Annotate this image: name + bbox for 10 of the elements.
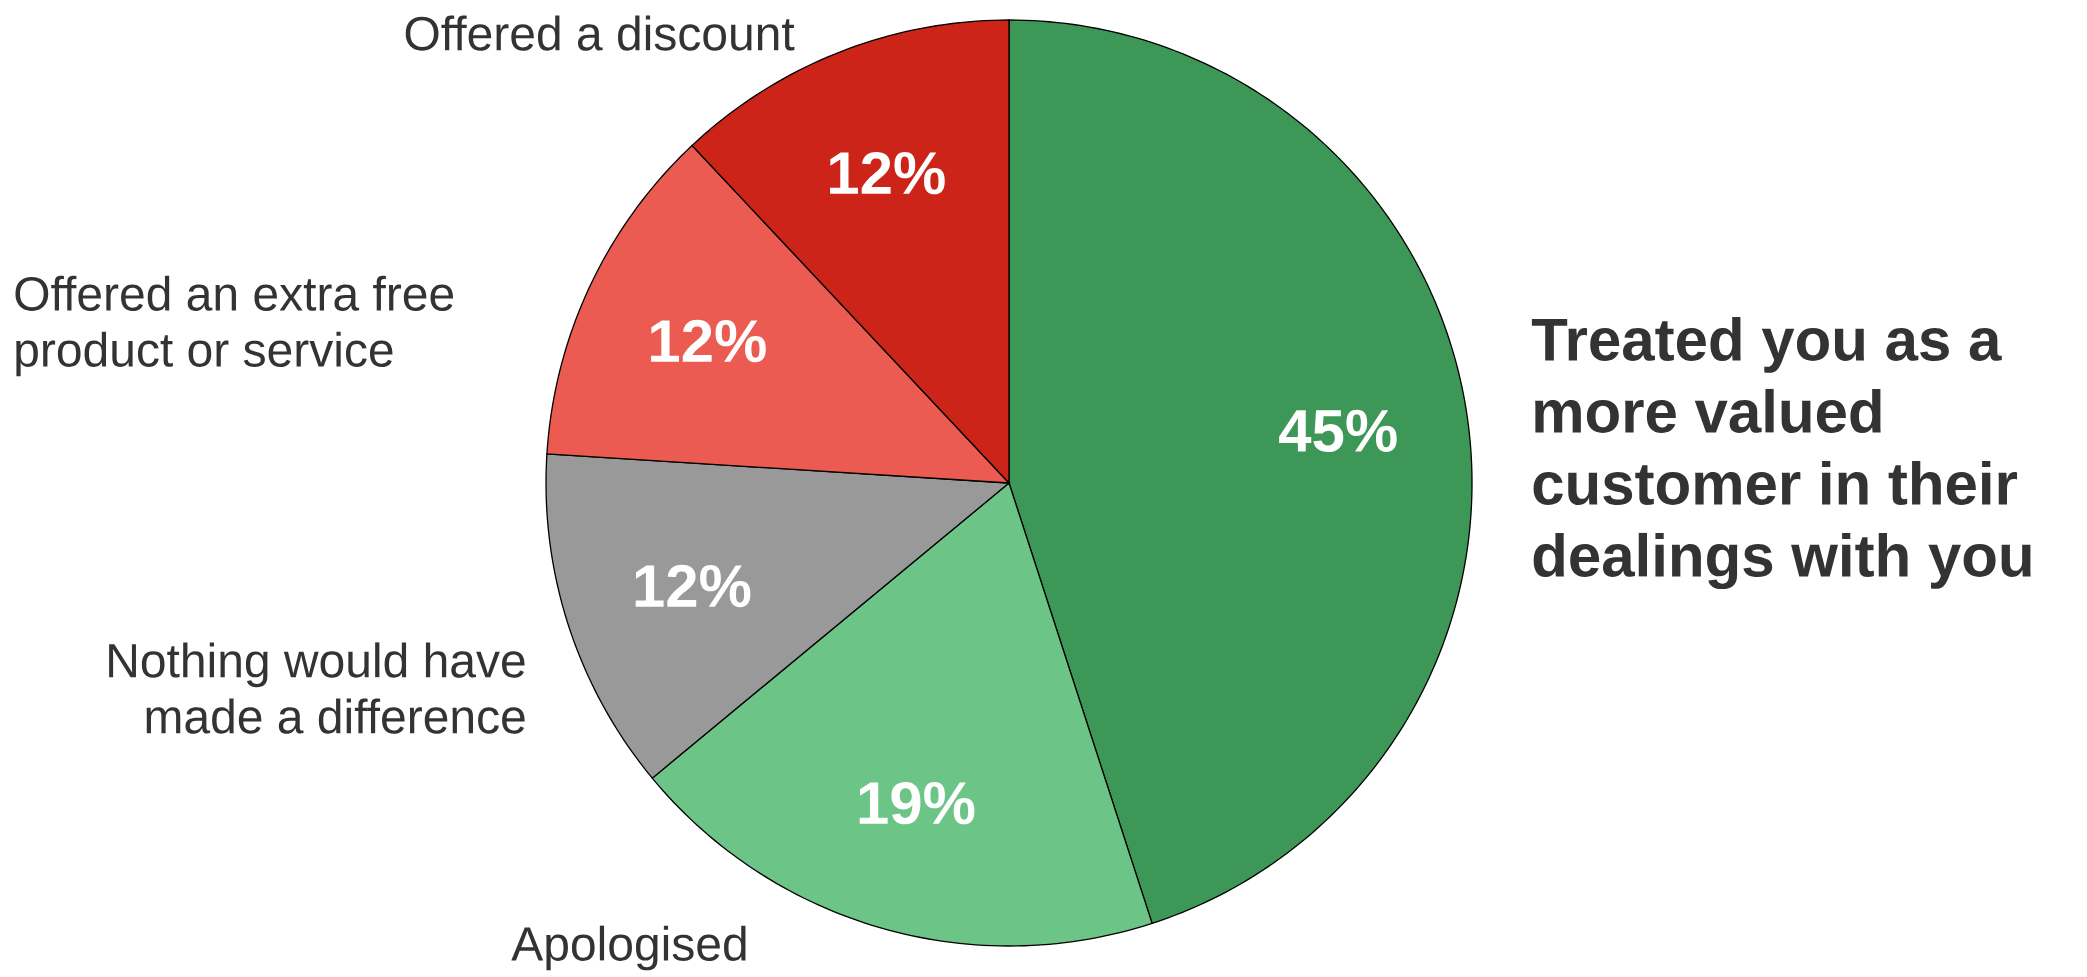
slice-label: Offered an extra free product or service bbox=[15, 275, 454, 377]
data-label: 45% bbox=[1279, 409, 1397, 453]
slice-label: Treated you as a more valued customer in their dealings with you bbox=[1531, 316, 2031, 590]
data-label: 12% bbox=[651, 319, 766, 363]
slice-label: Offered a discount bbox=[405, 15, 795, 51]
data-label: 12% bbox=[830, 151, 945, 195]
slice-label: Apologised bbox=[511, 925, 746, 971]
data-label: 19% bbox=[859, 781, 975, 825]
slice-label: Nothing would have made a difference bbox=[109, 642, 525, 734]
data-label: 12% bbox=[635, 564, 751, 608]
